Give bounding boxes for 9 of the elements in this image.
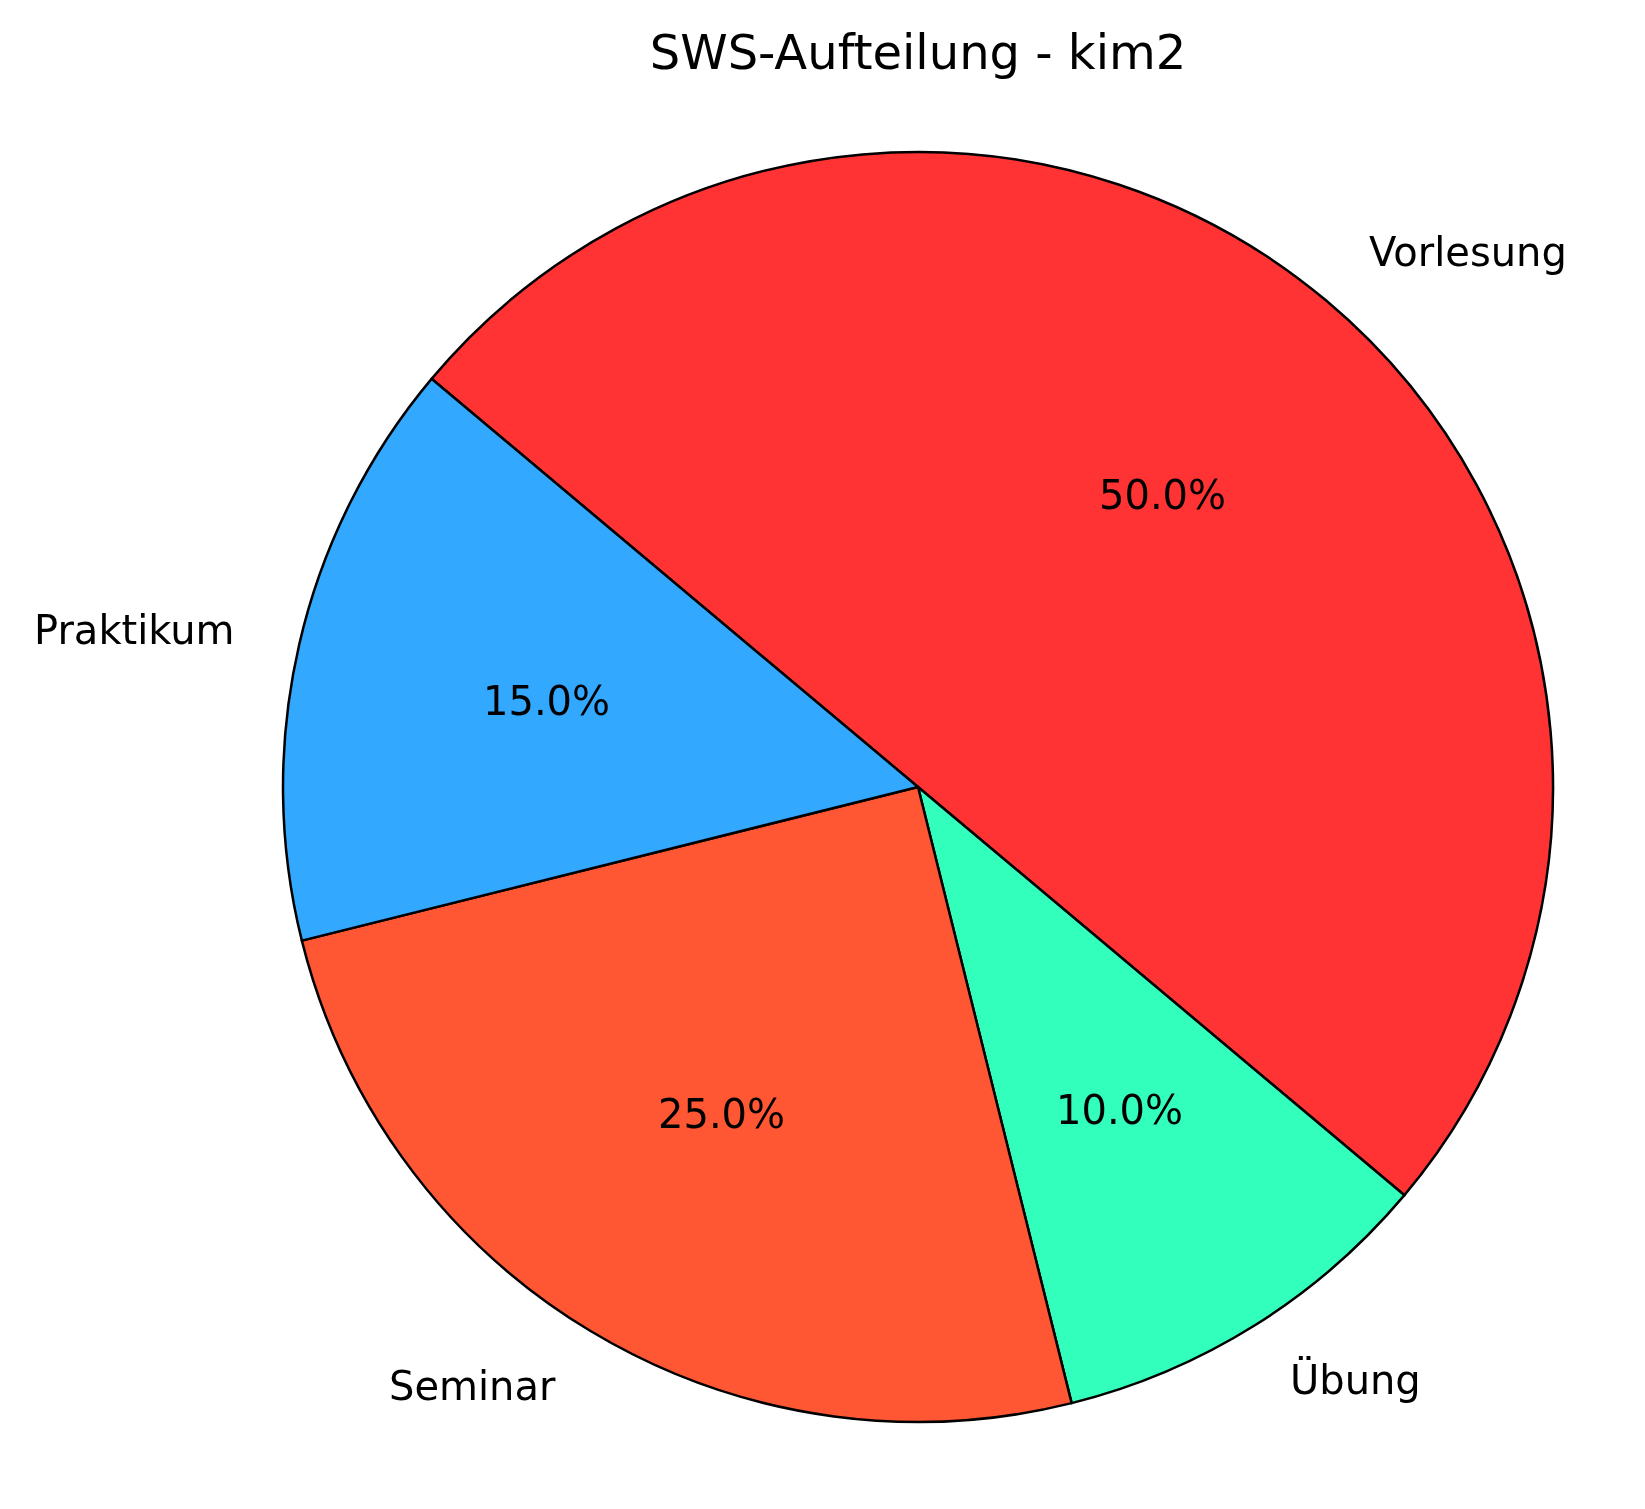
slice-label: Praktikum: [34, 607, 235, 653]
slice-label: Seminar: [389, 1363, 556, 1409]
chart-title: SWS-Aufteilung - kim2: [649, 23, 1187, 80]
data-label: 10.0%: [1056, 1087, 1184, 1133]
slice-label: Übung: [1290, 1356, 1421, 1403]
data-label: 50.0%: [1099, 472, 1227, 518]
slice-label: Vorlesung: [1369, 229, 1567, 275]
data-label: 15.0%: [483, 678, 611, 724]
data-label: 25.0%: [658, 1091, 786, 1137]
